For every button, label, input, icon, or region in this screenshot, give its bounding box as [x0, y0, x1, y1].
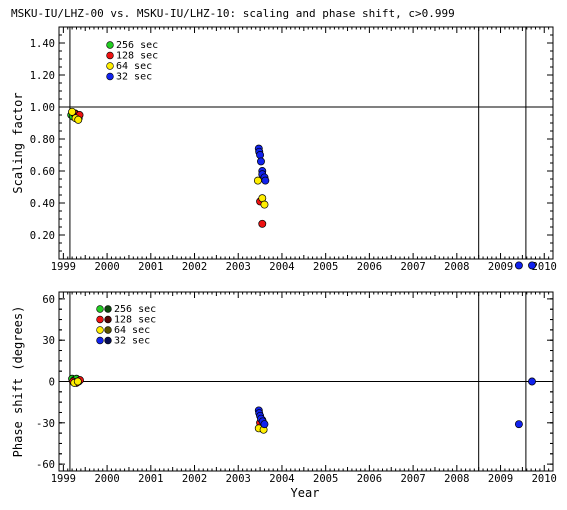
- y-tick-label: 0.60: [30, 166, 55, 178]
- y-tick-label: 1.20: [30, 70, 55, 82]
- legend-marker: [96, 336, 104, 345]
- y-tick-label: 0.40: [30, 198, 55, 210]
- legend-marker: [96, 326, 104, 334]
- x-tick-label: 2004: [269, 261, 294, 273]
- x-tick-label: 2003: [226, 261, 251, 273]
- x-tick-label: 2001: [138, 473, 163, 485]
- x-tick-label: 2005: [313, 261, 338, 273]
- legend-marker-dark: [104, 315, 112, 324]
- x-tick-label: 2006: [357, 261, 382, 273]
- legend-label: 32 sec: [114, 336, 150, 347]
- panel-phase-shift: 1999 2000 2001 2002 2003 2004 2005 2006 2007 2008…: [11, 291, 557, 485]
- x-tick-label: 2003: [226, 473, 251, 485]
- data-point: [257, 157, 265, 166]
- x-tick-label: 2008: [444, 261, 469, 273]
- x-tick-label: 2000: [94, 261, 119, 273]
- data-point: [260, 200, 269, 209]
- x-tick-label: 2006: [357, 473, 382, 485]
- data-point: [528, 261, 536, 270]
- y-tick-label: 1.40: [30, 38, 55, 50]
- page-title: MSKU-IU/LHZ-00 vs. MSKU-IU/LHZ-10: scali…: [11, 7, 455, 20]
- legend-label: 128 sec: [114, 315, 156, 326]
- x-tick-label: 2007: [400, 261, 425, 273]
- y-tick-label: 1.00: [30, 102, 55, 114]
- x-tick-label: 1999: [51, 261, 76, 273]
- y-tick-label: 30: [42, 335, 55, 347]
- x-tick-label: 2009: [488, 261, 513, 273]
- data-point: [514, 261, 523, 270]
- y-axis-label: Scaling factor: [11, 92, 25, 193]
- y-axis-label: Phase shift (degrees): [11, 306, 25, 458]
- legend-marker-dark: [104, 326, 112, 334]
- data-point: [528, 377, 536, 386]
- data-point: [258, 219, 267, 228]
- data-point: [253, 176, 262, 185]
- x-tick-label: 2007: [400, 473, 425, 485]
- y-tick-label: 0: [49, 377, 55, 389]
- panel-scaling-factor: 1999 2000 2001 2002 2003 2004 2005 2006 2007 2008…: [11, 26, 557, 273]
- x-tick-label: 2004: [269, 473, 294, 485]
- data-point: [73, 377, 82, 386]
- x-tick-label: 1999: [51, 473, 76, 485]
- data-point: [68, 107, 77, 116]
- data-point: [260, 420, 269, 429]
- x-tick-label: 2008: [444, 473, 469, 485]
- y-tick-label: -30: [36, 418, 55, 430]
- legend-label: 64 sec: [116, 61, 152, 72]
- data-point: [74, 115, 83, 124]
- x-tick-label: 2002: [182, 261, 207, 273]
- x-tick-label: 2005: [313, 473, 338, 485]
- y-tick-label: 0.20: [30, 230, 55, 242]
- legend-label: 64 sec: [114, 325, 150, 336]
- legend-label: 32 sec: [116, 72, 152, 83]
- x-tick-label: 2001: [138, 261, 163, 273]
- legend-label: 256 sec: [114, 304, 156, 315]
- x-axis-label: Year: [291, 486, 320, 500]
- x-tick-label: 2009: [488, 473, 513, 485]
- legend-marker-dark: [104, 305, 112, 313]
- y-tick-label: 60: [42, 294, 55, 306]
- x-tick-label: 2010: [532, 261, 557, 273]
- legend-marker-dark: [104, 336, 112, 345]
- y-tick-label: 0.80: [30, 134, 55, 146]
- legend-label: 128 sec: [116, 51, 158, 62]
- x-tick-label: 2002: [182, 473, 207, 485]
- legend-label: 256 sec: [116, 40, 158, 51]
- y-tick-label: -60: [36, 459, 55, 471]
- data-point: [256, 151, 265, 159]
- plot-frame: [58, 26, 554, 260]
- legend-marker: [106, 51, 114, 60]
- legend-marker: [96, 305, 104, 313]
- legend-marker: [106, 41, 114, 49]
- legend-marker: [106, 72, 114, 81]
- x-tick-label: 2010: [532, 473, 557, 485]
- legend-marker: [106, 62, 114, 70]
- data-point: [514, 420, 523, 429]
- data-point: [261, 176, 270, 185]
- legend-marker: [96, 315, 104, 324]
- x-tick-label: 2000: [94, 473, 119, 485]
